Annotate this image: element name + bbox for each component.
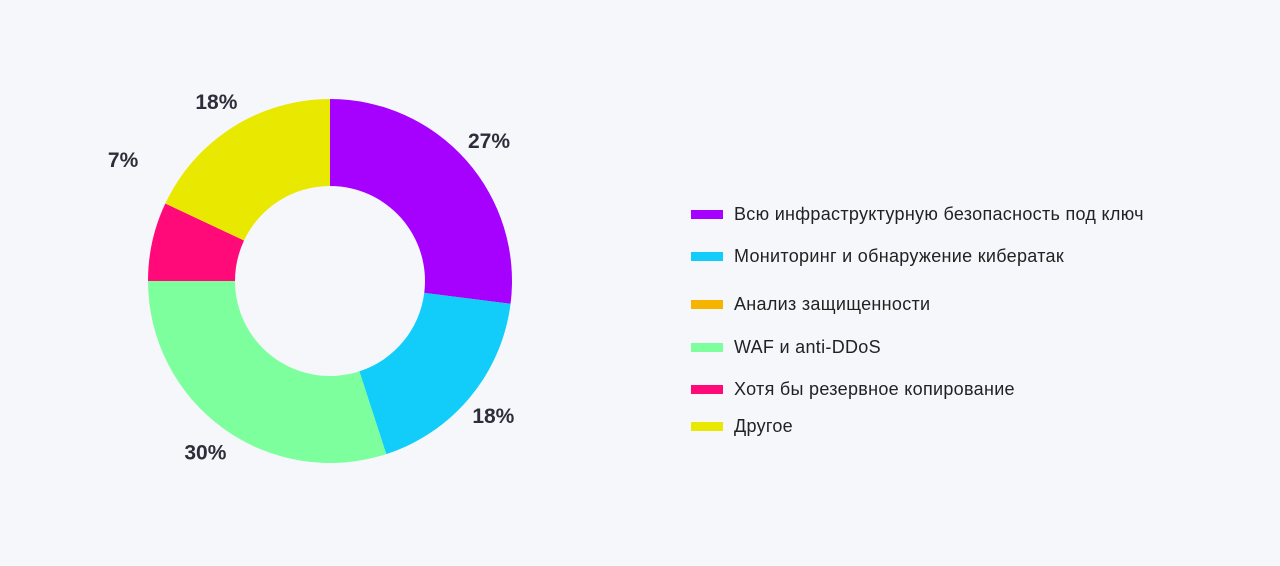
legend-label: Мониторинг и обнаружение кибератак: [734, 246, 1065, 266]
legend-label: Всю инфраструктурную безопасность под кл…: [734, 204, 1144, 224]
slice-label: 18%: [195, 91, 237, 114]
donut-chart: 27% 18% 30% 7% 18%: [108, 91, 515, 465]
legend-item: Анализ защищенности: [691, 294, 930, 315]
legend-swatch: [691, 422, 723, 431]
legend-swatch: [691, 210, 723, 219]
legend-swatch: [691, 385, 723, 394]
legend-item: Мониторинг и обнаружение кибератак: [691, 246, 1064, 267]
legend-swatch: [691, 300, 723, 309]
legend-item: Другое: [691, 416, 793, 437]
legend-item: Хотя бы резервное копирование: [691, 379, 1015, 400]
legend-item: Всю инфраструктурную безопасность под кл…: [691, 204, 1144, 225]
slice-label: 27%: [468, 130, 510, 153]
slice-label: 7%: [108, 149, 139, 172]
legend-swatch: [691, 343, 723, 352]
donut-slice: [148, 281, 387, 464]
slice-label: 18%: [472, 405, 514, 428]
donut-slice: [359, 292, 511, 455]
donut-slice: [148, 203, 245, 281]
legend-label: Другое: [734, 416, 793, 436]
legend-label: Анализ защищенности: [734, 294, 931, 314]
legend-label: WAF и anti-DDoS: [734, 337, 881, 357]
slice-label: 30%: [184, 442, 226, 465]
legend-item: WAF и anti-DDoS: [691, 337, 881, 358]
legend-label: Хотя бы резервное копирование: [734, 379, 1015, 399]
donut-slice: [330, 99, 512, 304]
legend-swatch: [691, 252, 723, 261]
donut-slice: [165, 99, 330, 241]
